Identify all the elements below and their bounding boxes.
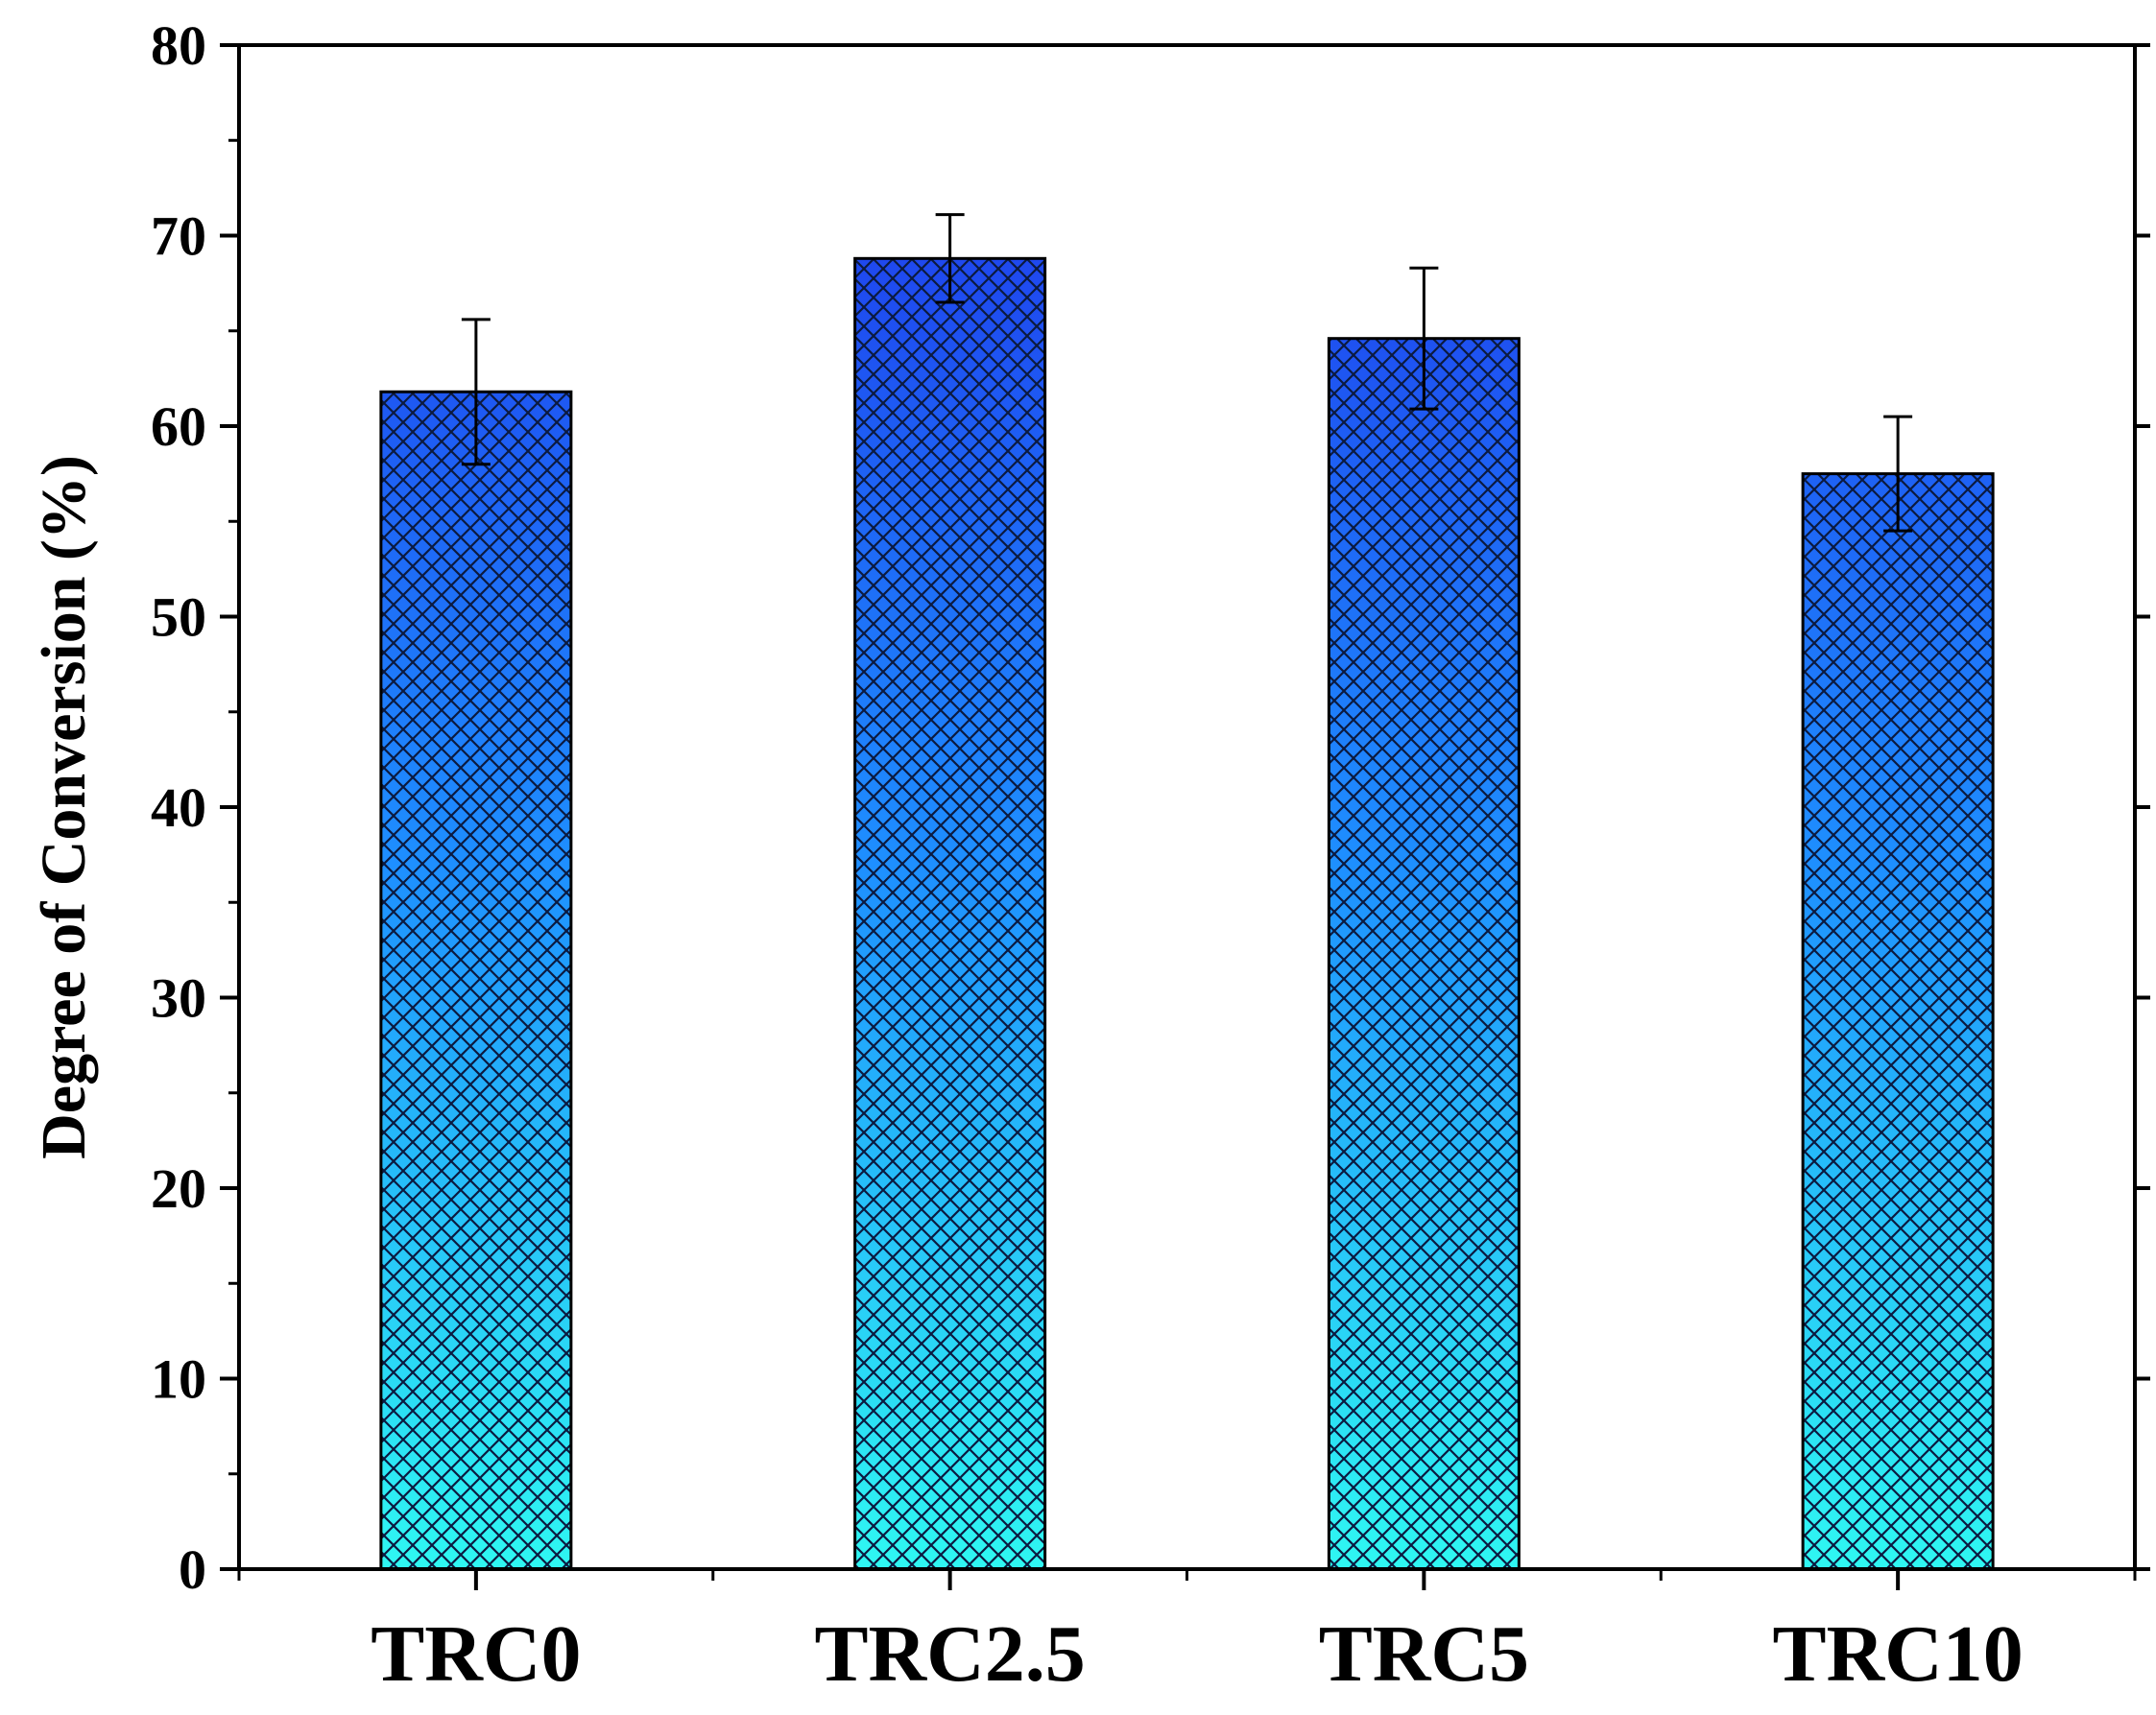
y-tick-label: 40 [151, 776, 206, 839]
x-tick-label: TRC2.5 [814, 1609, 1085, 1699]
y-tick-label: 80 [151, 14, 206, 77]
y-tick-label: 10 [151, 1348, 206, 1411]
error-bars [461, 213, 1913, 533]
bar-hatch [1329, 338, 1520, 1570]
x-tick-label: TRC0 [371, 1609, 581, 1699]
y-tick-label: 20 [151, 1157, 206, 1220]
y-tick-label: 0 [179, 1538, 206, 1601]
bar-hatch [1803, 473, 1994, 1569]
x-axis: TRC0 TRC2.5 TRC5 TRC10 [237, 1569, 2137, 1699]
bar-hatch [380, 392, 571, 1569]
x-tick-label: TRC10 [1772, 1609, 2023, 1699]
bar-hatch [854, 258, 1045, 1569]
y-axis-title: Degree of Conversion (%) [29, 455, 99, 1159]
x-tick-label: TRC5 [1319, 1609, 1529, 1699]
y-tick-label: 60 [151, 395, 206, 458]
y-axis: 0 10 20 30 40 50 60 70 80 [151, 14, 2150, 1601]
y-tick-label: 50 [151, 586, 206, 649]
y-tick-label: 70 [151, 205, 206, 268]
y-tick-label: 30 [151, 967, 206, 1030]
bars [379, 256, 1995, 1571]
